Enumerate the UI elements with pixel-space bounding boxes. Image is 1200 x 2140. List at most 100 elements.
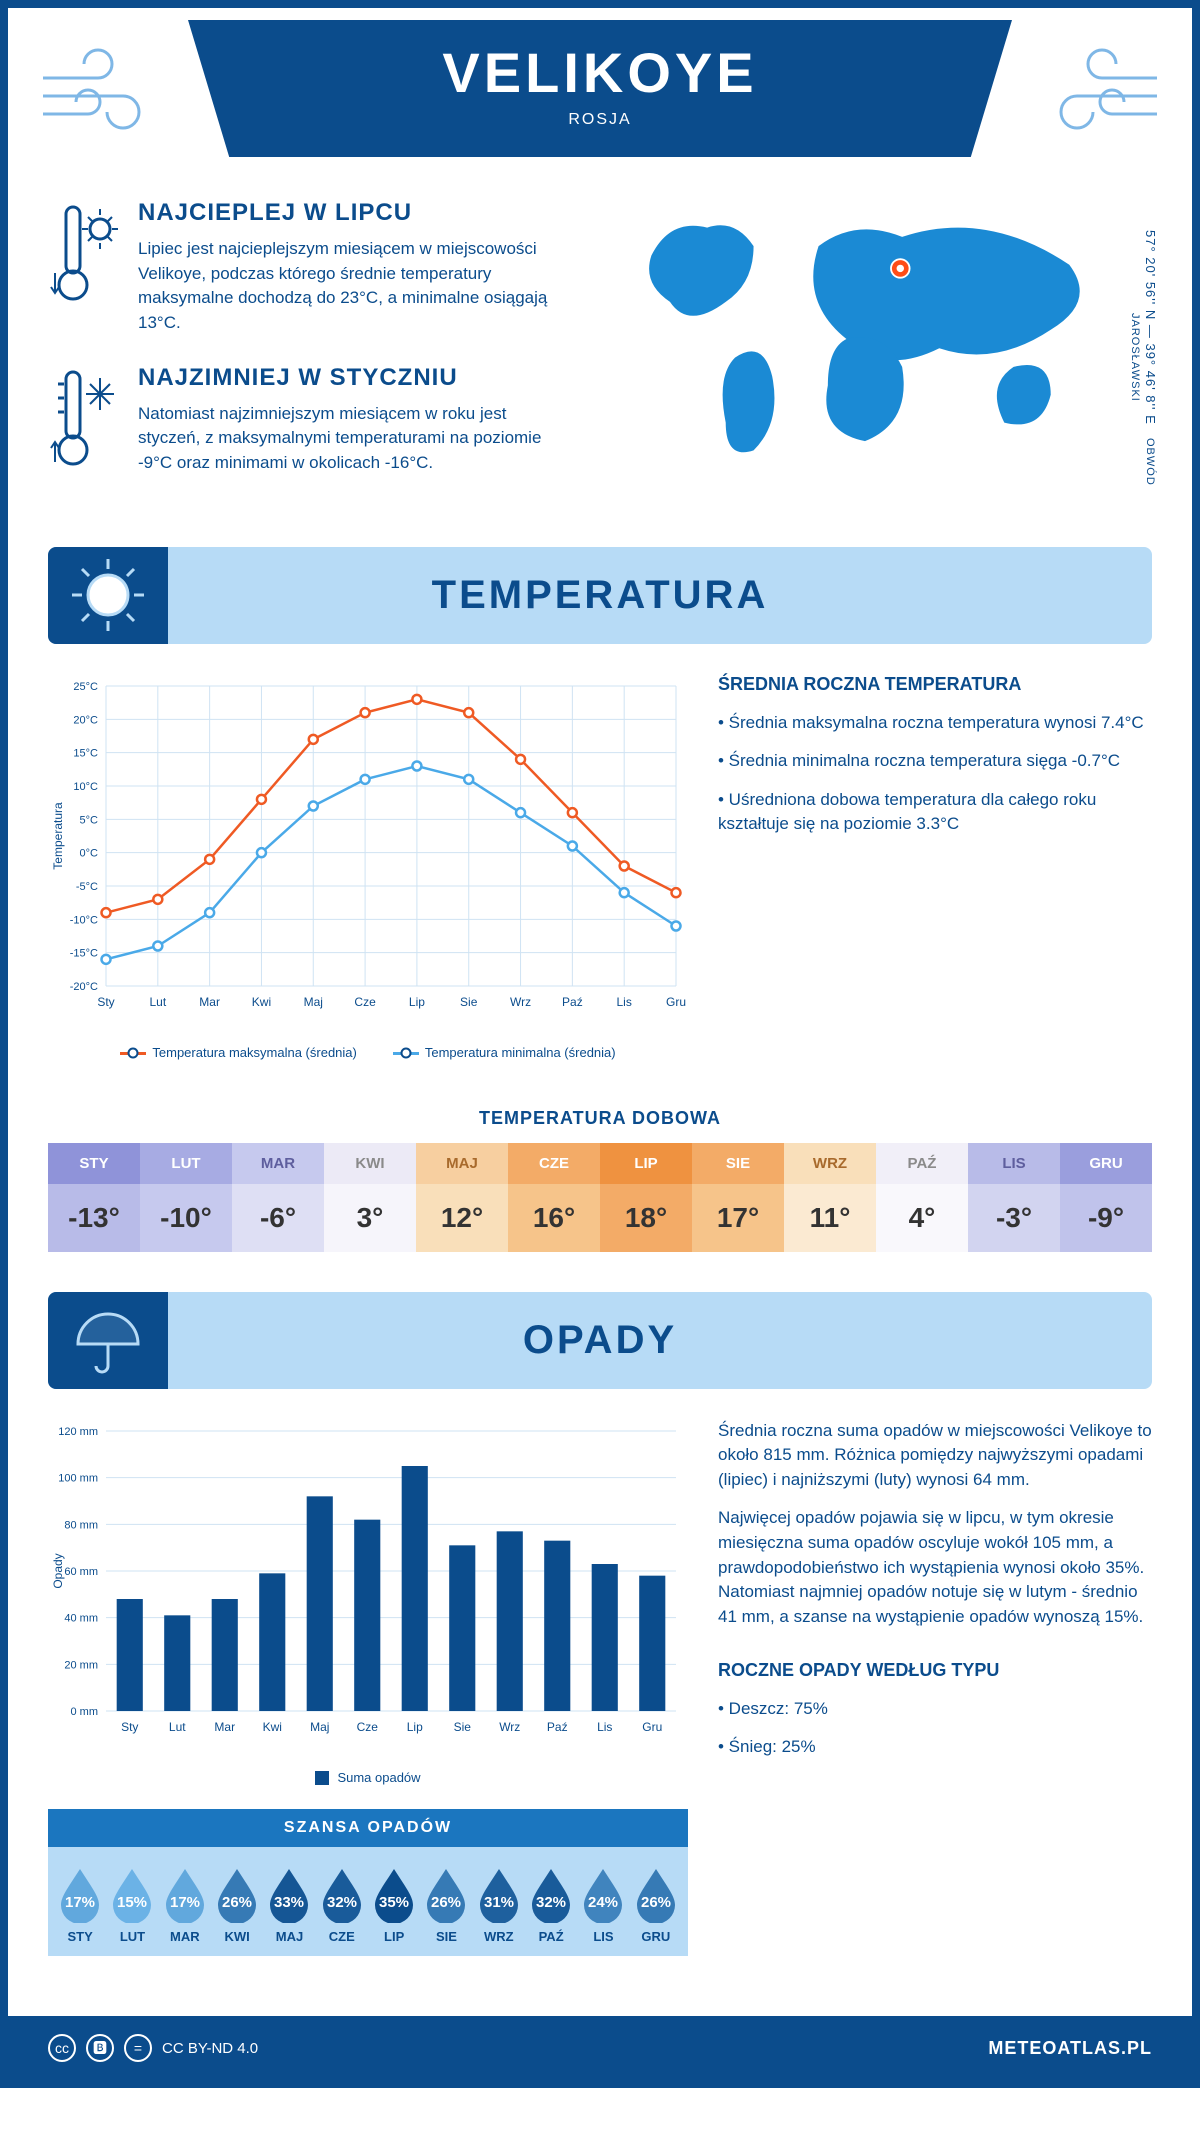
svg-text:Gru: Gru (642, 1720, 662, 1734)
chance-drop: 32% PAŹ (525, 1865, 577, 1944)
precip-type-title: ROCZNE OPADY WEDŁUG TYPU (718, 1660, 1152, 1681)
precip-text-1: Średnia roczna suma opadów w miejscowośc… (718, 1419, 1152, 1493)
precip-type: • Deszcz: 75% (718, 1697, 1152, 1722)
svg-text:Wrz: Wrz (510, 995, 531, 1009)
chance-drop: 15% LUT (106, 1865, 158, 1944)
svg-text:Lis: Lis (597, 1720, 612, 1734)
thermometer-snow-icon (48, 364, 122, 479)
svg-text:10°C: 10°C (73, 781, 98, 793)
temp-side-title: ŚREDNIA ROCZNA TEMPERATURA (718, 674, 1152, 695)
chance-drop: 33% MAJ (263, 1865, 315, 1944)
license-text: CC BY-ND 4.0 (162, 2040, 258, 2057)
svg-text:31%: 31% (484, 1894, 514, 1911)
svg-text:Maj: Maj (304, 995, 323, 1009)
warmest-title: NAJCIEPLEJ W LIPCU (138, 199, 548, 227)
svg-text:Mar: Mar (214, 1720, 235, 1734)
svg-text:-20°C: -20°C (70, 981, 98, 993)
svg-text:Lip: Lip (409, 995, 425, 1009)
footer: cc 🅱 = CC BY-ND 4.0 METEOATLAS.PL (8, 2016, 1192, 2080)
svg-text:100 mm: 100 mm (58, 1472, 98, 1484)
temp-bullet: • Uśredniona dobowa temperatura dla całe… (718, 788, 1152, 837)
svg-text:Lip: Lip (407, 1720, 423, 1734)
daily-cell: MAJ 12° (416, 1143, 508, 1252)
svg-text:Wrz: Wrz (499, 1720, 520, 1734)
svg-text:15°C: 15°C (73, 747, 98, 759)
umbrella-icon (48, 1292, 168, 1389)
svg-text:26%: 26% (641, 1894, 671, 1911)
legend-item: .sw[style*='#ef5a24']::after{border-colo… (120, 1045, 356, 1060)
svg-text:Kwi: Kwi (252, 995, 271, 1009)
daily-cell: LUT -10° (140, 1143, 232, 1252)
chance-drop: 17% STY (54, 1865, 106, 1944)
temp-bullet: • Średnia maksymalna roczna temperatura … (718, 711, 1152, 736)
cc-by-icon: 🅱 (86, 2034, 114, 2062)
temperature-section-header: TEMPERATURA (48, 547, 1152, 644)
site-name: METEOATLAS.PL (988, 2038, 1152, 2059)
svg-text:Sty: Sty (121, 1720, 138, 1734)
svg-text:32%: 32% (327, 1894, 357, 1911)
coldest-fact: NAJZIMNIEJ W STYCZNIU Natomiast najzimni… (48, 364, 548, 479)
chance-drop: 24% LIS (577, 1865, 629, 1944)
svg-text:Maj: Maj (310, 1720, 329, 1734)
svg-text:Paź: Paź (547, 1720, 568, 1734)
svg-text:Cze: Cze (354, 995, 376, 1009)
chance-title: SZANSA OPADÓW (48, 1809, 688, 1847)
coldest-title: NAJZIMNIEJ W STYCZNIU (138, 364, 548, 392)
coordinates: 57° 20' 56'' N — 39° 46' 8'' E (1143, 230, 1158, 425)
cc-nd-icon: = (124, 2034, 152, 2062)
temperature-line-chart: -20°C-15°C-10°C-5°C0°C5°C10°C15°C20°C25°… (48, 674, 688, 1060)
svg-text:25°C: 25°C (73, 681, 98, 693)
precip-section-header: OPADY (48, 1292, 1152, 1389)
chance-drop: 17% MAR (159, 1865, 211, 1944)
svg-text:15%: 15% (117, 1894, 147, 1911)
svg-text:33%: 33% (274, 1894, 304, 1911)
svg-text:17%: 17% (65, 1894, 95, 1911)
cc-icon: cc (48, 2034, 76, 2062)
svg-text:-15°C: -15°C (70, 947, 98, 959)
legend-item: Suma opadów (315, 1770, 420, 1786)
svg-text:Opady: Opady (51, 1553, 65, 1588)
svg-text:17%: 17% (170, 1894, 200, 1911)
precip-type: • Śnieg: 25% (718, 1735, 1152, 1760)
svg-text:Kwi: Kwi (263, 1720, 282, 1734)
svg-text:20°C: 20°C (73, 714, 98, 726)
svg-text:Cze: Cze (357, 1720, 379, 1734)
warmest-fact: NAJCIEPLEJ W LIPCU Lipiec jest najcieple… (48, 199, 548, 336)
daily-cell: STY -13° (48, 1143, 140, 1252)
sun-icon (48, 547, 168, 644)
legend-item: .sw[style*='#4aa9e8']::after{border-colo… (393, 1045, 616, 1060)
daily-cell: LIS -3° (968, 1143, 1060, 1252)
svg-text:Sty: Sty (97, 995, 114, 1009)
precip-text-2: Najwięcej opadów pojawia się w lipcu, w … (718, 1506, 1152, 1629)
svg-text:Lis: Lis (617, 995, 632, 1009)
svg-text:26%: 26% (431, 1894, 461, 1911)
svg-text:Lut: Lut (149, 995, 166, 1009)
daily-cell: PAŹ 4° (876, 1143, 968, 1252)
svg-text:40 mm: 40 mm (64, 1612, 98, 1624)
wind-icon (38, 48, 158, 143)
svg-text:120 mm: 120 mm (58, 1426, 98, 1438)
svg-text:0 mm: 0 mm (71, 1706, 99, 1718)
chance-drop: 32% CZE (316, 1865, 368, 1944)
svg-text:Mar: Mar (199, 995, 220, 1009)
wind-icon (1042, 48, 1162, 143)
daily-temp-table: STY -13° LUT -10° MAR -6° KWI 3° MAJ 12°… (48, 1143, 1152, 1252)
daily-cell: LIP 18° (600, 1143, 692, 1252)
svg-text:0°C: 0°C (80, 847, 99, 859)
svg-text:Gru: Gru (666, 995, 686, 1009)
svg-text:Sie: Sie (460, 995, 478, 1009)
daily-cell: GRU -9° (1060, 1143, 1152, 1252)
svg-text:80 mm: 80 mm (64, 1519, 98, 1531)
chance-drop: 35% LIP (368, 1865, 420, 1944)
daily-cell: KWI 3° (324, 1143, 416, 1252)
svg-text:26%: 26% (222, 1894, 252, 1911)
svg-text:5°C: 5°C (80, 814, 99, 826)
warmest-text: Lipiec jest najcieplejszym miesiącem w m… (138, 237, 548, 336)
chance-drop: 26% KWI (211, 1865, 263, 1944)
daily-cell: MAR -6° (232, 1143, 324, 1252)
chance-drop: 26% GRU (630, 1865, 682, 1944)
location-country: ROSJA (188, 111, 1012, 129)
chance-drop: 31% WRZ (473, 1865, 525, 1944)
coldest-text: Natomiast najzimniejszym miesiącem w rok… (138, 402, 548, 476)
svg-text:Temperatura: Temperatura (51, 802, 65, 870)
